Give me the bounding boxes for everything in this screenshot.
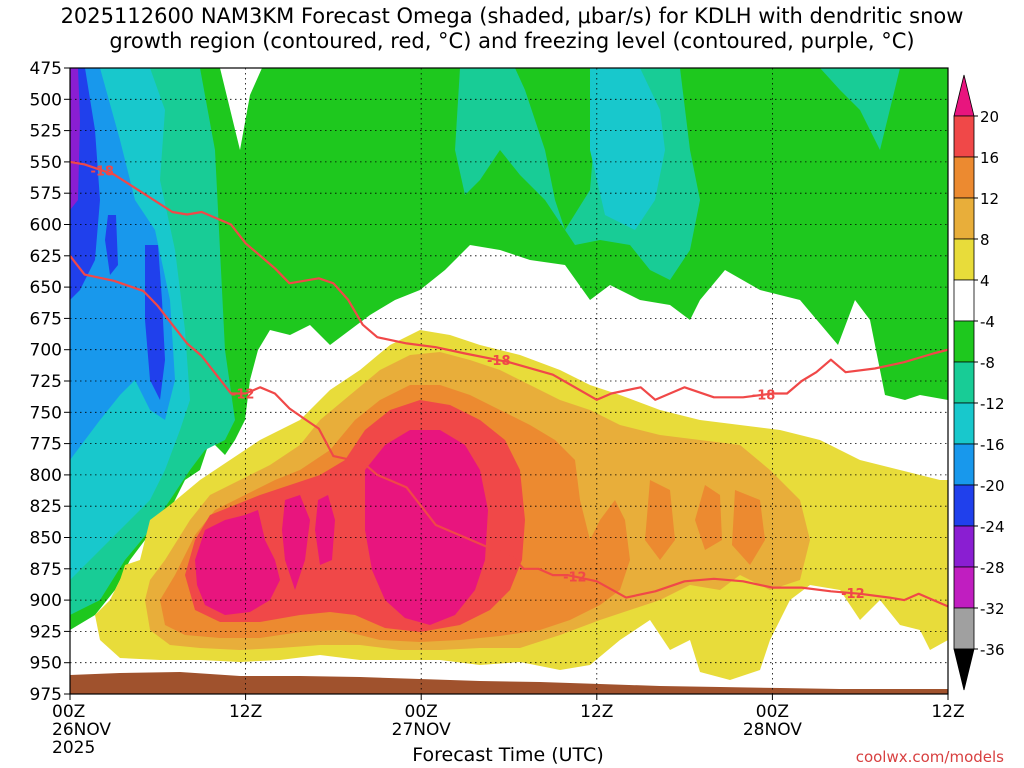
colorbar-tick-label: 8 [980, 231, 990, 249]
contour-line [70, 255, 948, 608]
colorbar-tick-label: -20 [980, 477, 1005, 495]
x-tick-label: 12Z [229, 702, 262, 722]
y-tick-label: 850 [30, 529, 62, 549]
colorbar-segment [953, 361, 975, 404]
grid-layer [70, 68, 948, 694]
y-tick-label: 725 [30, 372, 62, 392]
y-tick-label: 475 [30, 59, 62, 79]
shade-teal-upper [70, 68, 900, 615]
x-tick-label: 2025 [52, 738, 95, 758]
colorbar-tick-label: 16 [980, 149, 999, 167]
contour-label: -18 [752, 389, 776, 404]
shading-layer [70, 68, 948, 694]
colorbar-segment [953, 566, 975, 609]
colorbar-segment [953, 279, 975, 322]
colorbar-segment [953, 156, 975, 199]
colorbar-segment [953, 197, 975, 240]
colorbar-tick-label: -12 [980, 395, 1005, 413]
colorbar-tick-label: -8 [980, 354, 995, 372]
x-tick-label: 12Z [931, 702, 964, 722]
y-tick-label: 500 [30, 90, 62, 110]
shade-green-upper [70, 68, 948, 630]
y-tick-label: 775 [30, 435, 62, 455]
colorbar-tick-label: -32 [980, 600, 1005, 618]
contour-layer [70, 160, 948, 608]
colorbar-segment [953, 443, 975, 486]
y-tick-label: 575 [30, 184, 62, 204]
chart-title: 2025112600 NAM3KM Forecast Omega (shaded… [60, 4, 964, 53]
shade-darkblue-upper [70, 68, 165, 400]
y-tick-label: 975 [30, 685, 62, 705]
contour-label: -12 [841, 587, 865, 602]
x-tick-label: 00Z [52, 702, 85, 722]
y-tick-label: 600 [30, 216, 62, 236]
x-tick-label: 00Z [756, 702, 789, 722]
colorbar-tick-label: -16 [980, 436, 1005, 454]
colorbar-tick-label: -24 [980, 518, 1005, 536]
colorbar-segment [953, 607, 975, 650]
colorbar-tick-label: -4 [980, 313, 995, 331]
shade-magenta-lower [195, 430, 488, 625]
colorbar-segment [953, 74, 975, 117]
colorbar-tick-label: 12 [980, 190, 999, 208]
y-tick-label: 650 [30, 278, 62, 298]
contour-label: -18 [90, 164, 114, 179]
y-tick-label: 525 [30, 122, 62, 142]
y-tick-label: 675 [30, 309, 62, 329]
shade-purple-upper [70, 68, 80, 210]
y-tick-label: 625 [30, 247, 62, 267]
contour-label: -12 [231, 388, 255, 403]
colorbar-tick-label: 20 [980, 108, 999, 126]
y-tick-label: 800 [30, 466, 62, 486]
x-axis-label: Forecast Time (UTC) [412, 744, 604, 766]
y-tick-label: 950 [30, 654, 62, 674]
y-tick-label: 875 [30, 560, 62, 580]
x-tick-label: 12Z [580, 702, 613, 722]
y-tick-label: 925 [30, 622, 62, 642]
y-axis: 475 500 525 550 575 600 625 650 675 700 725 750 775 8… [30, 59, 70, 705]
shade-cyan-upper [70, 68, 665, 580]
contour-label: -18 [487, 354, 511, 369]
colorbar-segment [953, 320, 975, 363]
contour-label-layer: -18 -18 -18 -12 -12 -12 [90, 164, 865, 602]
x-tick-label: 28NOV [743, 720, 802, 740]
x-tick-label: 26NOV [52, 720, 111, 740]
colorbar-tick-label: -28 [980, 559, 1005, 577]
credit-text: coolwx.com/models [855, 748, 1004, 766]
x-tick-label: 27NOV [392, 720, 451, 740]
colorbar-segment [953, 115, 975, 158]
y-tick-label: 700 [30, 341, 62, 361]
y-tick-label: 750 [30, 403, 62, 423]
colorbar-tick-label: 4 [980, 272, 990, 290]
colorbar-segment [953, 484, 975, 527]
colorbar-tick-label: -36 [980, 641, 1005, 659]
y-tick-label: 900 [30, 591, 62, 611]
y-tick-label: 550 [30, 153, 62, 173]
contour-label: -12 [563, 571, 587, 586]
contour-line [70, 160, 948, 401]
terrain [70, 672, 948, 694]
x-tick-label: 00Z [405, 702, 438, 722]
colorbar-segment [953, 525, 975, 568]
colorbar-segment [953, 238, 975, 281]
colorbar-segment [953, 402, 975, 445]
colorbar-segment [953, 648, 975, 691]
colorbar: 20 16 12 8 4 -4 -8 -12 -16 -20 -24 -28 -32 -36 [953, 74, 1005, 691]
y-tick-label: 825 [30, 497, 62, 517]
